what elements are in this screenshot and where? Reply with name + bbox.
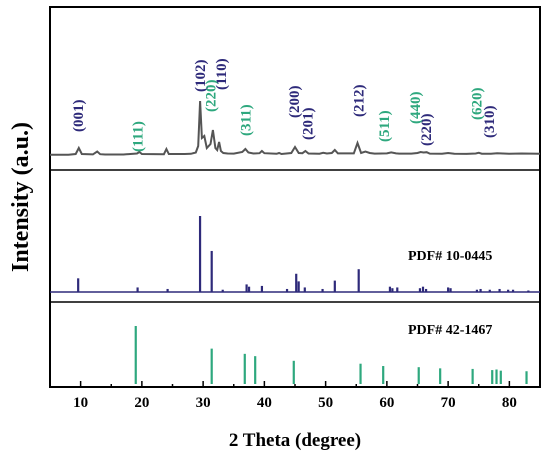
peak-label: (111) — [131, 121, 147, 152]
peak-label: (201) — [300, 108, 316, 141]
x-tick-label: 10 — [73, 395, 88, 411]
ref-pattern-10-0445 — [50, 216, 540, 293]
ref1-label: PDF# 10-0445 — [408, 249, 492, 264]
peak-label: (102) — [193, 60, 209, 93]
x-axis-label: 2 Theta (degree) — [229, 430, 361, 451]
ref2-label: PDF# 42-1467 — [408, 323, 492, 338]
x-tick-label: 50 — [318, 395, 333, 411]
peak-label: (311) — [238, 104, 254, 136]
ref-pattern-42-1467 — [134, 326, 528, 384]
peak-label: (511) — [377, 110, 393, 142]
peak-label: (310) — [482, 106, 498, 139]
peak-label: (110) — [214, 58, 230, 90]
peak-label: (220) — [204, 80, 220, 113]
peak-label: (001) — [71, 100, 87, 133]
peak-label: (220) — [419, 114, 435, 147]
x-tick-label: 30 — [196, 395, 211, 411]
peak-label: (212) — [352, 85, 368, 118]
peak-label: (440) — [408, 92, 424, 125]
y-axis-label: Intensity (a.u.) — [8, 122, 34, 272]
x-tick-label: 70 — [441, 395, 456, 411]
peak-label: (620) — [469, 88, 485, 121]
peak-labels: (001)(111)(102)(220)(110)(311)(200)(201)… — [71, 58, 498, 152]
x-axis-ticks: 10 20 30 40 50 60 70 80 — [49, 381, 541, 411]
x-tick-label: 40 — [257, 395, 272, 411]
x-tick-label: 80 — [502, 395, 517, 411]
peak-label: (200) — [287, 86, 303, 119]
x-tick-label: 60 — [379, 395, 394, 411]
x-tick-label: 20 — [134, 395, 149, 411]
xrd-pattern-line — [49, 100, 541, 156]
